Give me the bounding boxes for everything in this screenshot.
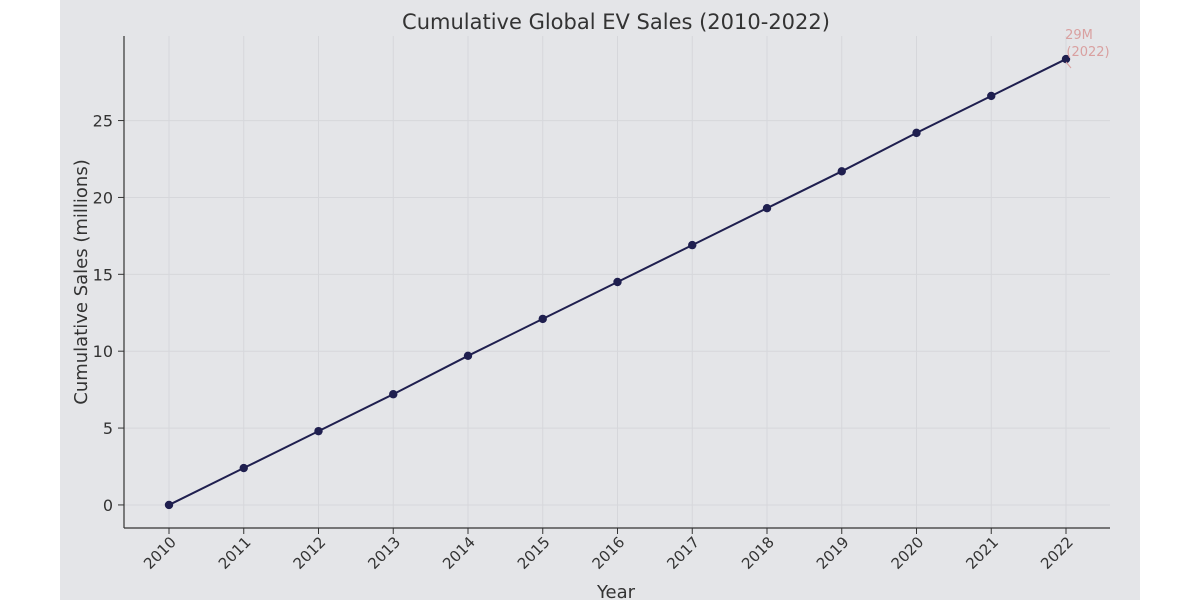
- chart-title: Cumulative Global EV Sales (2010-2022): [402, 10, 830, 34]
- data-point: [1061, 54, 1071, 64]
- y-tick-label: 25: [93, 112, 113, 131]
- data-point: [912, 128, 921, 138]
- x-tick-label: 2020: [888, 533, 928, 573]
- x-axis-label: Year: [596, 582, 636, 600]
- x-tick-label: 2021: [962, 533, 1002, 573]
- x-tick-label: 2015: [514, 533, 554, 573]
- y-tick-label: 5: [103, 419, 113, 438]
- data-point: [837, 167, 846, 176]
- data-point: [239, 463, 248, 473]
- x-tick-label: 2013: [364, 533, 404, 573]
- y-tick-label: 0: [103, 496, 113, 515]
- data-point: [688, 240, 697, 250]
- y-ticks: 0 5 10 15 20 25: [93, 112, 124, 515]
- x-tick-label: 2017: [663, 533, 703, 573]
- annotation-value: 29M: [1065, 28, 1093, 43]
- x-ticks: 2010 2011 2012 2013 2014 2015 2016 2017 2018 2019…: [140, 528, 1077, 573]
- data-point: [164, 500, 174, 510]
- x-tick-label: 2019: [813, 533, 853, 573]
- x-tick-label: 2016: [589, 533, 629, 573]
- y-axis-label: Cumulative Sales (millions): [71, 159, 92, 404]
- data-point: [314, 426, 323, 436]
- x-tick-label: 2018: [738, 533, 778, 573]
- x-tick-label: 2022: [1037, 533, 1077, 573]
- data-point: [389, 390, 398, 399]
- data-point: [613, 277, 622, 287]
- data-point: [987, 91, 996, 101]
- y-tick-label: 15: [93, 265, 113, 284]
- final-value-annotation: 29M (2022): [1065, 28, 1110, 69]
- y-tick-label: 20: [93, 188, 113, 207]
- x-tick-label: 2010: [140, 533, 180, 573]
- annotation-arrow: [1065, 61, 1072, 69]
- x-tick-label: 2014: [439, 533, 479, 573]
- y-tick-label: 10: [93, 342, 113, 361]
- series-group: [164, 54, 1071, 510]
- chart-figure: 0 5 10 15 20 25 2010 2011 2012 2013 2014 2015 2016 2…: [60, 0, 1140, 600]
- grid-lines: [124, 36, 1110, 528]
- data-point: [762, 204, 772, 213]
- data-point: [538, 314, 547, 324]
- x-tick-label: 2011: [215, 533, 255, 573]
- annotation-year: (2022): [1066, 45, 1109, 60]
- data-point: [463, 351, 473, 360]
- x-tick-label: 2012: [290, 533, 330, 573]
